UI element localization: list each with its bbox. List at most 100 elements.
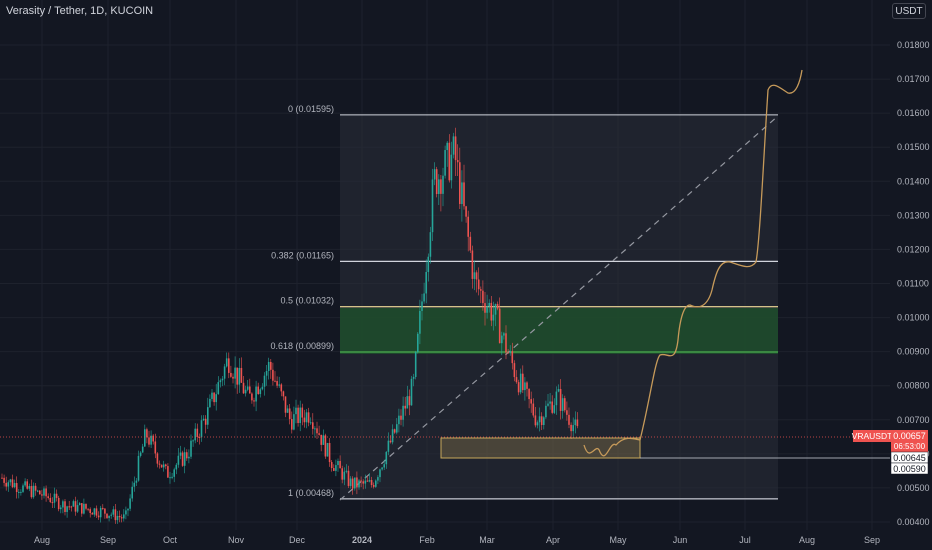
candle-body [51, 502, 54, 504]
candle-body [255, 386, 257, 402]
chart-title: Verasity / Tether, 1D, KUCOIN [6, 5, 154, 17]
candle-body [15, 483, 18, 493]
candle-body [362, 481, 364, 484]
candle-body [108, 515, 110, 518]
candle-body [312, 422, 314, 429]
x-tick-label: Oct [163, 535, 178, 545]
candle-body [39, 490, 41, 495]
candle-body [408, 396, 411, 406]
candle-body [104, 508, 106, 514]
candle-body [450, 154, 453, 181]
x-tick-label: Sep [100, 535, 116, 545]
candle-body [179, 452, 182, 456]
y-tick-label: 0.01200 [897, 244, 930, 254]
candle-body [477, 279, 480, 290]
candle-body [215, 394, 217, 403]
candle-body [473, 272, 476, 279]
candle-body [64, 501, 66, 512]
candle-body [93, 508, 96, 515]
y-tick-label: 0.01300 [897, 210, 930, 220]
candle-body [20, 491, 22, 493]
candle-body [456, 160, 459, 163]
candle-body [299, 407, 301, 423]
candle-body [207, 407, 209, 425]
candle-body [547, 403, 549, 406]
candle-body [120, 517, 123, 519]
candle-body [62, 501, 64, 508]
candle-body [7, 482, 10, 487]
y-tick-label: 0.01500 [897, 142, 930, 152]
currency-button[interactable]: USDT [892, 3, 926, 19]
fib-level-label: 0.5 (0.01032) [280, 296, 334, 306]
candle-body [171, 476, 173, 478]
zone-price-text: 0.00645 [893, 453, 926, 463]
candle-body [158, 463, 161, 465]
time-axis[interactable]: Aug Sep Oct Nov Dec 2024 Feb Mar Apr May Jun Jul Aug… [34, 535, 880, 545]
candle-body [211, 392, 213, 399]
candle-body [364, 480, 367, 484]
candle-body [141, 446, 144, 453]
candle-body [393, 429, 396, 433]
candle-body [175, 464, 178, 470]
candle-body [150, 435, 152, 445]
current-price-text: 0.00657 [893, 431, 926, 441]
price-axis[interactable]: 0.01800 0.01700 0.01600 0.01500 0.01400 0.013… [897, 40, 930, 527]
candle-body [60, 507, 62, 510]
candle-body [402, 405, 404, 420]
candle-body [461, 182, 463, 204]
candle-body [49, 497, 52, 503]
candle-body [335, 465, 337, 471]
symbol-tag-text: VRAUSDT [852, 431, 893, 441]
candle-body [553, 405, 556, 413]
candle-body [309, 422, 312, 424]
y-tick-label: 0.01100 [897, 279, 929, 289]
candle-body [154, 441, 157, 454]
candle-body [288, 408, 291, 420]
candle-body [53, 493, 56, 503]
candle-body [566, 410, 568, 415]
x-tick-label: Apr [546, 535, 560, 545]
candle-body [524, 382, 526, 391]
candle-body [18, 491, 20, 493]
candle-body [435, 169, 438, 194]
symbol-tag [853, 430, 891, 442]
candle-body [70, 506, 73, 508]
candle-body [316, 428, 318, 434]
candle-body [463, 182, 465, 207]
candle-body [564, 398, 566, 411]
candle-body [270, 361, 272, 370]
candle-body [26, 481, 28, 489]
y-tick-label: 0.01600 [897, 108, 930, 118]
candle-body [110, 514, 112, 516]
candle-body [282, 391, 285, 397]
candle-body [144, 429, 146, 447]
candle-body [263, 375, 266, 387]
candle-body [55, 493, 58, 498]
candle-body [24, 481, 26, 486]
candle-body [545, 405, 547, 418]
candle-body [160, 464, 163, 468]
candle-body [448, 142, 451, 181]
fib-levels: 0 (0.01595) 0.382 (0.01165) 0.5 (0.01032) 0… [270, 104, 778, 500]
trend-diagonal [339, 115, 779, 501]
candle-body [368, 480, 371, 482]
candle-body [381, 467, 383, 470]
candle-body [221, 378, 224, 381]
candle-body [261, 386, 264, 390]
candle-body [543, 417, 545, 425]
candle-body [496, 303, 499, 309]
candle-body [303, 417, 306, 423]
candle-body [431, 179, 434, 233]
candle-body [102, 507, 104, 509]
candle-body [467, 216, 469, 237]
y-tick-label: 0.00700 [897, 415, 930, 425]
fib-level-label: 1 (0.00468) [288, 488, 334, 498]
candle-body [351, 478, 354, 489]
candle-body [387, 440, 390, 452]
candle-body [81, 503, 83, 514]
candle-body [72, 501, 75, 507]
candle-body [213, 392, 215, 403]
candle-body [198, 436, 201, 438]
candle-body [95, 508, 98, 516]
candle-body [379, 469, 381, 478]
